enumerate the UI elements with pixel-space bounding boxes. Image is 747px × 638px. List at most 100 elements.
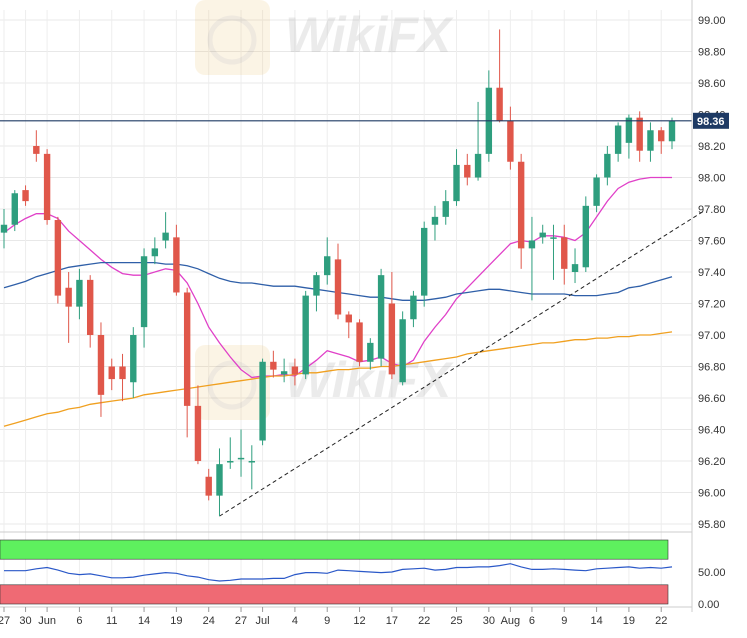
price-tick-label: 96.40: [698, 425, 726, 437]
price-tick-label: 98.80: [698, 47, 726, 59]
x-tick-label: 19: [170, 615, 182, 627]
price-tick-label: 97.20: [698, 299, 726, 311]
x-tick-label: 14: [590, 615, 602, 627]
candle-body: [54, 220, 62, 296]
candle-body: [528, 240, 536, 249]
candle-body: [194, 405, 202, 461]
candle-body: [571, 264, 579, 272]
candle-body: [227, 461, 234, 463]
candle-body: [668, 120, 676, 142]
candle-body: [614, 125, 622, 154]
candle-body: [420, 227, 428, 296]
candle-body: [388, 303, 396, 375]
candle-body: [313, 275, 320, 296]
price-tick-label: 99.00: [698, 15, 726, 27]
candle-body: [65, 287, 72, 307]
price-tick-label: 97.60: [698, 236, 726, 248]
candle-body: [582, 205, 590, 268]
candle-body: [410, 295, 417, 320]
candle-body: [0, 224, 8, 233]
x-tick-label: Aug: [501, 615, 521, 627]
candle-body: [86, 279, 94, 335]
candle-body: [496, 87, 503, 121]
moving-average-line: [3, 331, 673, 427]
watermark-logo: [195, 0, 270, 75]
x-tick-label: 30: [19, 615, 31, 627]
x-tick-label: 27: [0, 615, 10, 627]
candle-body: [248, 461, 256, 463]
x-tick-label: 22: [418, 615, 430, 627]
watermark-text: WikiFX: [285, 7, 454, 63]
candle-body: [399, 319, 406, 383]
x-tick-label: 17: [386, 615, 398, 627]
price-label: 98.36: [697, 116, 725, 128]
candle-body: [464, 164, 471, 178]
x-tick-label: 27: [235, 615, 247, 627]
candle-body: [625, 117, 633, 143]
candle-body: [76, 279, 83, 307]
x-tick-label: 22: [655, 615, 667, 627]
price-tick-label: 97.80: [698, 204, 726, 216]
candle-body: [97, 335, 105, 395]
candle-body: [345, 314, 352, 323]
candle-body: [43, 153, 51, 221]
moving-average-line: [3, 176, 672, 379]
candle-body: [22, 190, 29, 202]
candle-body: [237, 457, 245, 460]
candle-body: [431, 216, 439, 225]
rsi-line: [4, 563, 673, 582]
candle-body: [140, 256, 148, 328]
x-tick-label: 25: [450, 615, 462, 627]
candle-body: [280, 371, 288, 375]
x-tick-label: 11: [106, 615, 117, 627]
x-tick-label: 24: [203, 615, 215, 627]
candle-body: [324, 256, 331, 276]
rsi-tick-label: 50.00: [698, 567, 726, 579]
candle-body: [205, 476, 212, 496]
x-tick-label: 4: [292, 615, 298, 627]
candle-body: [216, 464, 223, 496]
candle-body: [377, 275, 385, 359]
price-tick-label: 96.00: [698, 488, 726, 500]
x-tick-label: 9: [324, 615, 330, 627]
candle-body: [593, 177, 600, 206]
candle-body: [33, 146, 40, 154]
candle-body: [367, 342, 374, 362]
candle-body: [151, 248, 159, 257]
candle-body: [119, 366, 126, 380]
x-tick-label: 12: [353, 615, 365, 627]
price-tick-label: 98.20: [698, 141, 726, 153]
x-tick-label: 6: [76, 615, 82, 627]
candle-body: [658, 130, 665, 142]
rsi-overbought-zone: [0, 539, 669, 560]
candle-body: [442, 201, 449, 217]
candle-body: [539, 232, 546, 238]
candle-body: [647, 130, 654, 151]
price-tick-label: 97.40: [698, 267, 726, 279]
x-tick-label: Jul: [256, 615, 270, 627]
candle-body: [561, 237, 568, 269]
candle-body: [302, 295, 309, 375]
candle-body: [259, 361, 266, 441]
x-tick-label: Jun: [38, 615, 56, 627]
x-tick-label: 14: [138, 615, 150, 627]
candle-body: [604, 153, 611, 178]
rsi-oversold-zone: [0, 584, 669, 605]
price-label-box: [693, 112, 729, 129]
x-tick-label: 19: [623, 615, 635, 627]
x-tick-label: 9: [561, 615, 567, 627]
candle-body: [334, 259, 342, 315]
price-tick-label: 98.00: [698, 173, 726, 185]
price-tick-label: 96.60: [698, 393, 726, 405]
candle-body: [11, 193, 18, 225]
candle-body: [291, 366, 299, 375]
price-tick-label: 96.80: [698, 362, 726, 374]
price-tick-label: 98.60: [698, 78, 726, 90]
candle-body: [108, 366, 115, 380]
x-tick-label: 30: [483, 615, 495, 627]
candle-body: [173, 237, 180, 293]
candle-body: [183, 292, 191, 406]
candle-body: [517, 161, 525, 249]
